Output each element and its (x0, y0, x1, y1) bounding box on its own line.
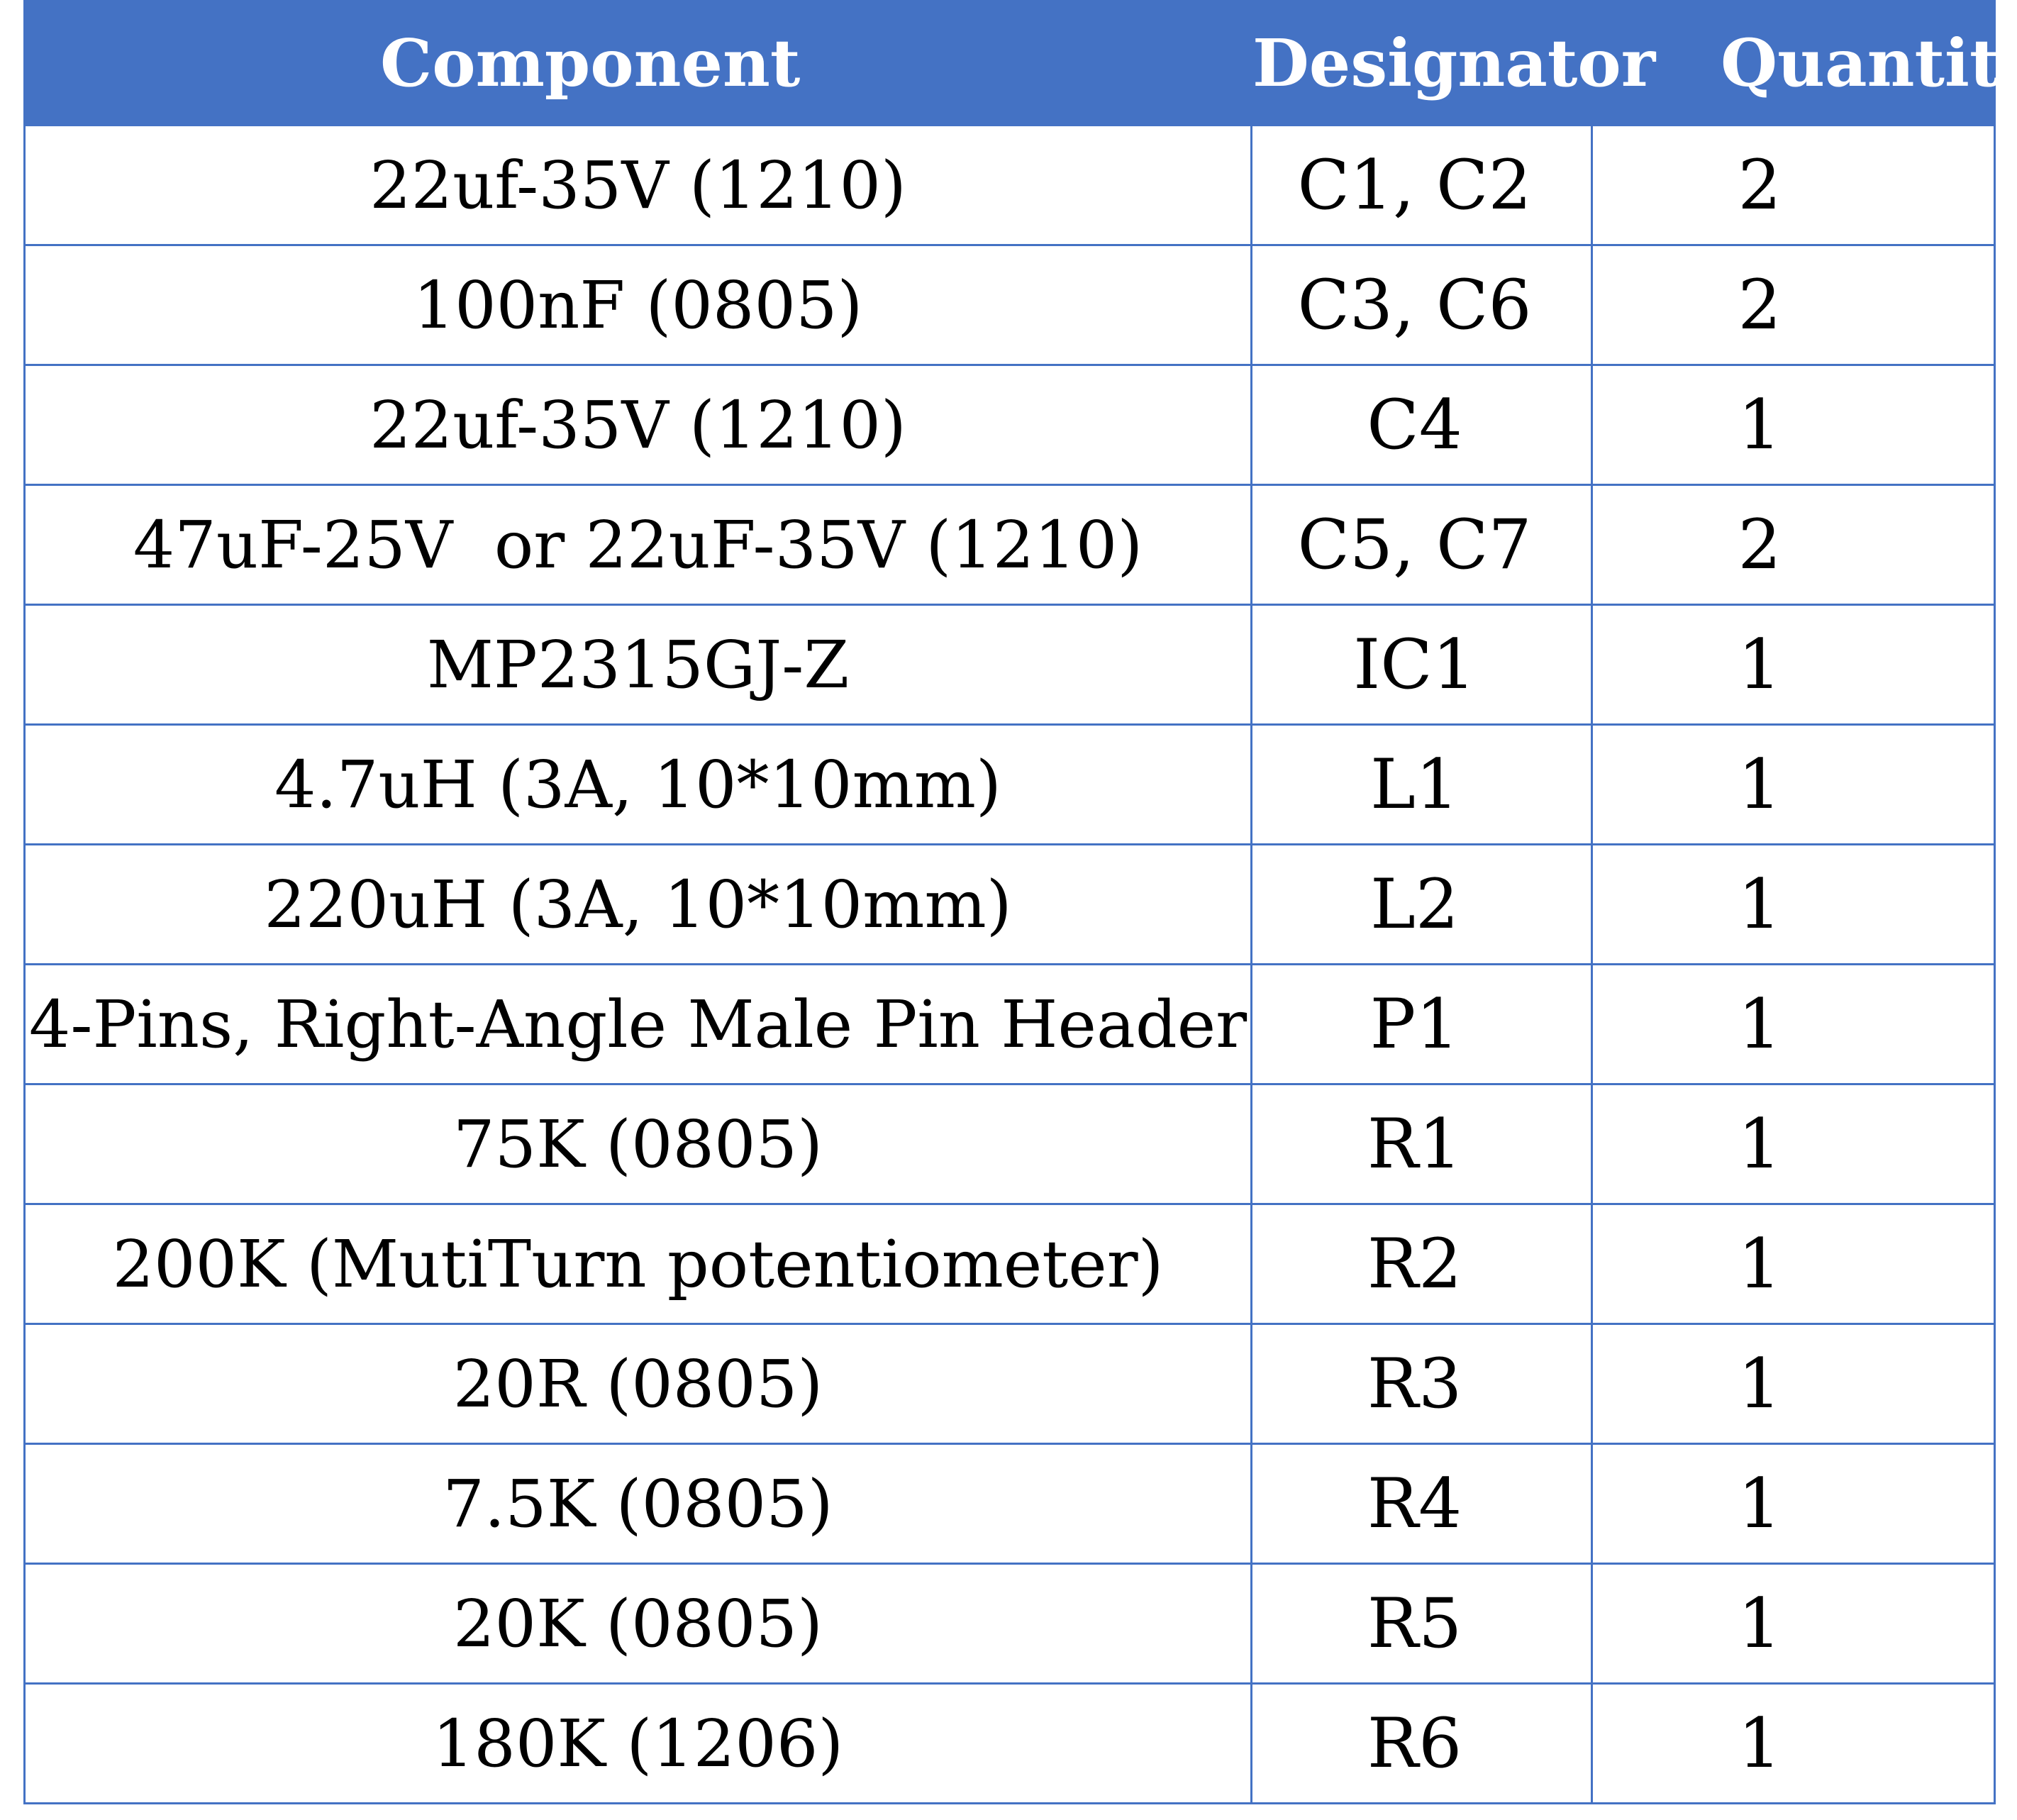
cell-component: 4-Pins, Right-Angle Male Pin Header (23, 963, 1252, 1085)
table-row: 4-Pins, Right-Angle Male Pin Header P1 1 (23, 963, 1996, 1085)
cell-component: 22uf-35V (1210) (23, 124, 1252, 246)
cell-designator: R1 (1250, 1083, 1593, 1205)
table-row: MP2315GJ-Z IC1 1 (23, 604, 1996, 726)
cell-quantity: 1 (1591, 1443, 1996, 1565)
cell-component: 22uf-35V (1210) (23, 364, 1252, 486)
header-quantity: Quantity (1591, 0, 2017, 126)
table-header: Component Designator Quantity (23, 0, 2017, 126)
cell-quantity: 1 (1591, 1203, 1996, 1325)
cell-component: 100nF (0805) (23, 244, 1252, 366)
cell-designator: L1 (1250, 723, 1593, 845)
cell-designator: L2 (1250, 843, 1593, 965)
cell-quantity: 2 (1591, 124, 1996, 246)
bill-of-materials-table: Component Designator Quantity 22uf-35V (… (23, 0, 2017, 1804)
cell-designator: R5 (1250, 1563, 1593, 1685)
cell-component: 20K (0805) (23, 1563, 1252, 1685)
table-row: 22uf-35V (1210) C4 1 (23, 364, 1996, 486)
cell-quantity: 1 (1591, 604, 1996, 726)
table-row: 100nF (0805) C3, C6 2 (23, 244, 1996, 366)
cell-quantity: 1 (1591, 364, 1996, 486)
cell-designator: IC1 (1250, 604, 1593, 726)
cell-designator: R3 (1250, 1323, 1593, 1445)
cell-quantity: 1 (1591, 843, 1996, 965)
cell-component: 200K (MutiTurn potentiometer) (23, 1203, 1252, 1325)
cell-designator: C3, C6 (1250, 244, 1593, 366)
cell-component: 180K (1206) (23, 1682, 1252, 1804)
cell-component: 20R (0805) (23, 1323, 1252, 1445)
cell-component: 7.5K (0805) (23, 1443, 1252, 1565)
cell-quantity: 1 (1591, 723, 1996, 845)
table-row: 20K (0805) R5 1 (23, 1563, 1996, 1685)
cell-component: 47uF-25V or 22uF-35V (1210) (23, 484, 1252, 606)
cell-component: 220uH (3A, 10*10mm) (23, 843, 1252, 965)
cell-quantity: 1 (1591, 1323, 1996, 1445)
cell-component: 4.7uH (3A, 10*10mm) (23, 723, 1252, 845)
table-row: 22uf-35V (1210) C1, C2 2 (23, 124, 1996, 246)
cell-designator: P1 (1250, 963, 1593, 1085)
cell-component: 75K (0805) (23, 1083, 1252, 1205)
cell-designator: C4 (1250, 364, 1593, 486)
table-row: 220uH (3A, 10*10mm) L2 1 (23, 843, 1996, 965)
header-row: Component Designator Quantity (23, 0, 2017, 126)
cell-designator: C1, C2 (1250, 124, 1593, 246)
cell-designator: C5, C7 (1250, 484, 1593, 606)
table-row: 7.5K (0805) R4 1 (23, 1443, 1996, 1565)
header-component: Component (23, 0, 1252, 126)
table-body: 22uf-35V (1210) C1, C2 2 100nF (0805) C3… (23, 124, 1996, 1804)
table-row: 47uF-25V or 22uF-35V (1210) C5, C7 2 (23, 484, 1996, 606)
cell-quantity: 2 (1591, 244, 1996, 366)
cell-component: MP2315GJ-Z (23, 604, 1252, 726)
header-designator: Designator (1250, 0, 1655, 126)
cell-designator: R4 (1250, 1443, 1593, 1565)
table-row: 180K (1206) R6 1 (23, 1682, 1996, 1804)
table-row: 20R (0805) R3 1 (23, 1323, 1996, 1445)
cell-quantity: 2 (1591, 484, 1996, 606)
table-row: 75K (0805) R1 1 (23, 1083, 1996, 1205)
cell-designator: R6 (1250, 1682, 1593, 1804)
cell-designator: R2 (1250, 1203, 1593, 1325)
table-row: 4.7uH (3A, 10*10mm) L1 1 (23, 723, 1996, 845)
cell-quantity: 1 (1591, 1563, 1996, 1685)
cell-quantity: 1 (1591, 963, 1996, 1085)
table-row: 200K (MutiTurn potentiometer) R2 1 (23, 1203, 1996, 1325)
cell-quantity: 1 (1591, 1083, 1996, 1205)
cell-quantity: 1 (1591, 1682, 1996, 1804)
